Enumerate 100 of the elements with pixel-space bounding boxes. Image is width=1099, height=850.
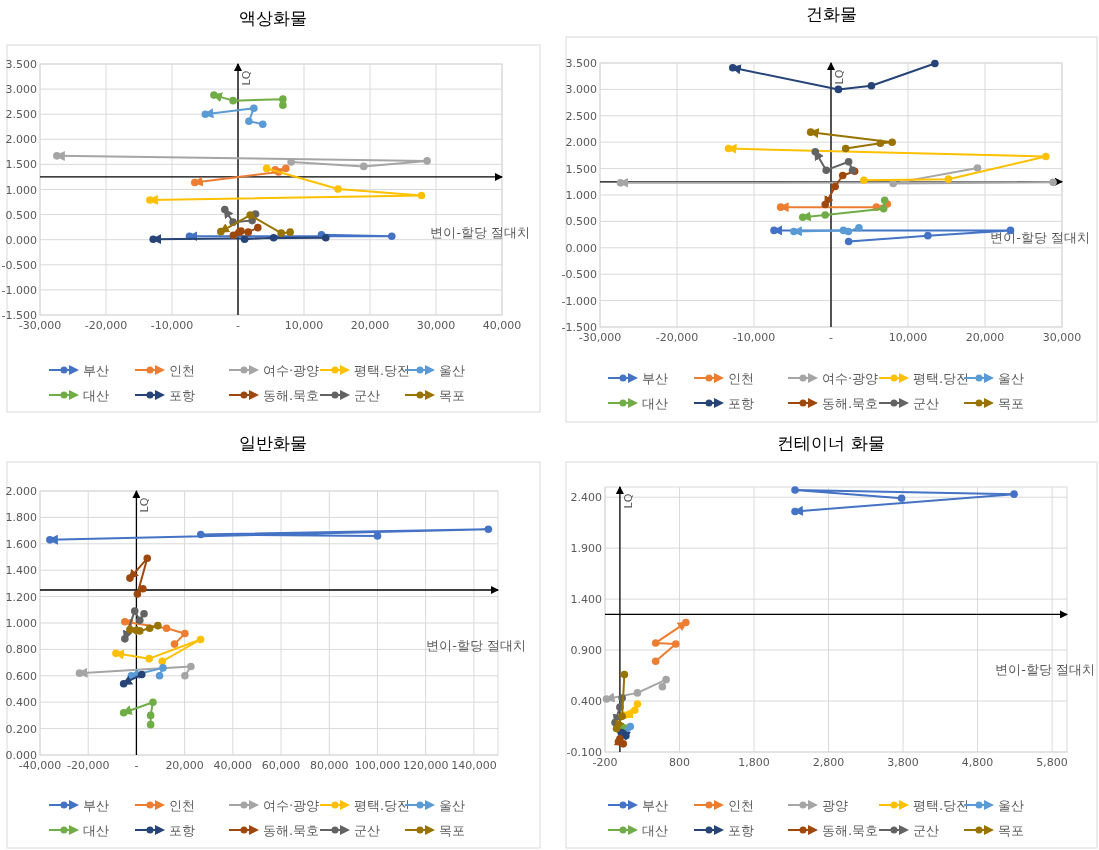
legend-label: 군산 xyxy=(354,823,380,838)
legend-label: 군산 xyxy=(913,823,939,838)
x-tick-label: 4,800 xyxy=(961,756,994,769)
y-tick-label: 0.900 xyxy=(570,644,602,658)
y-tick-label: 1.400 xyxy=(570,593,602,607)
chart-title: 건화물 xyxy=(805,4,857,24)
x-tick-label: 30,000 xyxy=(1042,331,1082,344)
legend-label: 인천 xyxy=(169,363,195,378)
chart-title: 컨테이너 화물 xyxy=(777,433,885,453)
x-tick-label: -30,000 xyxy=(18,319,62,332)
legend-label: 목포 xyxy=(998,396,1024,411)
x-tick-label: 30,000 xyxy=(416,319,456,332)
y-tick-label: 3.000 xyxy=(565,83,597,97)
y-tick-label: 1.200 xyxy=(5,590,37,604)
legend-label: 부산 xyxy=(642,371,668,386)
x-tick-label: 20,000 xyxy=(965,331,1005,344)
legend-label: 목포 xyxy=(439,388,465,403)
legend-label: 동해.묵호 xyxy=(822,396,879,411)
y-tick-label: 0.400 xyxy=(5,696,37,710)
y-tick-label: 0.500 xyxy=(5,208,37,222)
y-tick-label: 1.400 xyxy=(5,564,37,578)
legend-label: 여수·광양 xyxy=(263,798,320,813)
legend-label: 동해.묵호 xyxy=(822,823,879,838)
legend-label: 여수·광양 xyxy=(263,363,320,378)
y-tick-label: 3.000 xyxy=(5,83,37,97)
y-tick-label: 0.200 xyxy=(5,722,37,736)
x-tick-label: -40,000 xyxy=(18,759,62,772)
x-tick-label: 800 xyxy=(669,756,691,769)
legend-label: 울산 xyxy=(998,798,1024,813)
y-tick-label: 3.500 xyxy=(5,58,37,71)
legend-label: 부산 xyxy=(83,363,109,378)
legend-label: 인천 xyxy=(169,798,195,813)
x-tick-label: -10,000 xyxy=(732,331,776,344)
chart-title: 일반화물 xyxy=(239,433,307,453)
x-tick-label: 20,000 xyxy=(350,319,390,332)
x-tick-label: -30,000 xyxy=(578,331,622,344)
x-tick-label: -10,000 xyxy=(150,319,194,332)
y-axis-title: LQ xyxy=(240,70,253,86)
legend-label: 목포 xyxy=(439,823,465,838)
legend-label: 울산 xyxy=(439,363,465,378)
y-tick-label: -0.500 xyxy=(561,268,597,282)
x-axis-title: 변이-할당 절대치 xyxy=(430,224,530,240)
x-tick-label: 140,000 xyxy=(451,759,497,772)
y-tick-label: 1.900 xyxy=(570,542,602,556)
x-tick-label: -20,000 xyxy=(84,319,128,332)
y-axis-title: LQ xyxy=(621,493,635,509)
legend-label: 울산 xyxy=(439,798,465,813)
x-tick-label: 20,000 xyxy=(165,759,204,772)
x-tick-label: - xyxy=(134,759,139,772)
x-tick-label: 2,800 xyxy=(812,756,845,769)
x-axis-title: 변이-할당 절대치 xyxy=(995,662,1095,678)
chart-title: 액상화물 xyxy=(239,8,307,28)
x-axis-title: 변이-할당 절대치 xyxy=(990,229,1090,245)
x-tick-label: 120,000 xyxy=(402,759,449,772)
legend-label: 인천 xyxy=(728,371,754,386)
legend-label: 포항 xyxy=(728,823,754,838)
y-tick-label: -1.000 xyxy=(561,294,597,308)
y-tick-label: -1.500 xyxy=(1,309,37,322)
x-tick-label: 40,000 xyxy=(482,319,522,332)
x-tick-label: 60,000 xyxy=(261,759,301,772)
legend-label: 광양 xyxy=(822,798,848,813)
x-tick-label: 40,000 xyxy=(213,759,253,772)
y-tick-label: 3.500 xyxy=(565,57,597,70)
y-axis-title: LQ xyxy=(833,69,846,85)
x-tick-label: 10,000 xyxy=(284,319,324,332)
legend-label: 부산 xyxy=(642,798,668,813)
x-tick-label: 10,000 xyxy=(888,331,928,344)
y-tick-label: 0.500 xyxy=(565,215,597,229)
x-tick-label: - xyxy=(236,319,241,332)
y-tick-label: 0.400 xyxy=(570,695,602,709)
y-tick-label: -0.500 xyxy=(1,258,37,272)
legend-label: 군산 xyxy=(913,396,939,411)
y-tick-label: -0.100 xyxy=(566,746,602,759)
y-tick-label: 1.000 xyxy=(5,617,37,630)
y-tick-label: 1.500 xyxy=(565,162,597,176)
y-tick-label: 1.800 xyxy=(5,511,37,525)
x-tick-label: -20,000 xyxy=(66,759,110,772)
legend-label: 부산 xyxy=(83,798,109,813)
legend-label: 포항 xyxy=(728,396,754,411)
legend-label: 대산 xyxy=(83,388,109,403)
y-tick-label: 0.000 xyxy=(5,233,37,247)
legend-label: 대산 xyxy=(83,823,109,838)
x-tick-label: 5,800 xyxy=(1036,756,1068,769)
y-tick-label: 2.000 xyxy=(565,136,597,150)
legend-label: 포항 xyxy=(169,823,195,838)
x-tick-label: -200 xyxy=(592,756,618,769)
legend-label: 군산 xyxy=(354,388,380,403)
y-tick-label: 2.000 xyxy=(5,485,37,498)
y-tick-label: 1.000 xyxy=(5,183,37,197)
y-tick-label: -1.000 xyxy=(1,283,37,297)
y-tick-label: 0.000 xyxy=(5,749,37,762)
y-tick-label: 0.600 xyxy=(5,669,37,683)
y-tick-label: 2.000 xyxy=(5,133,37,147)
y-axis-title: LQ xyxy=(138,497,152,513)
x-tick-label: - xyxy=(829,331,834,344)
legend-label: 인천 xyxy=(728,798,754,813)
x-tick-label: 1,800 xyxy=(738,756,770,769)
x-axis-title: 변이-할당 절대치 xyxy=(426,638,526,653)
y-tick-label: -1.500 xyxy=(561,321,597,334)
y-tick-label: 1.000 xyxy=(565,189,597,202)
